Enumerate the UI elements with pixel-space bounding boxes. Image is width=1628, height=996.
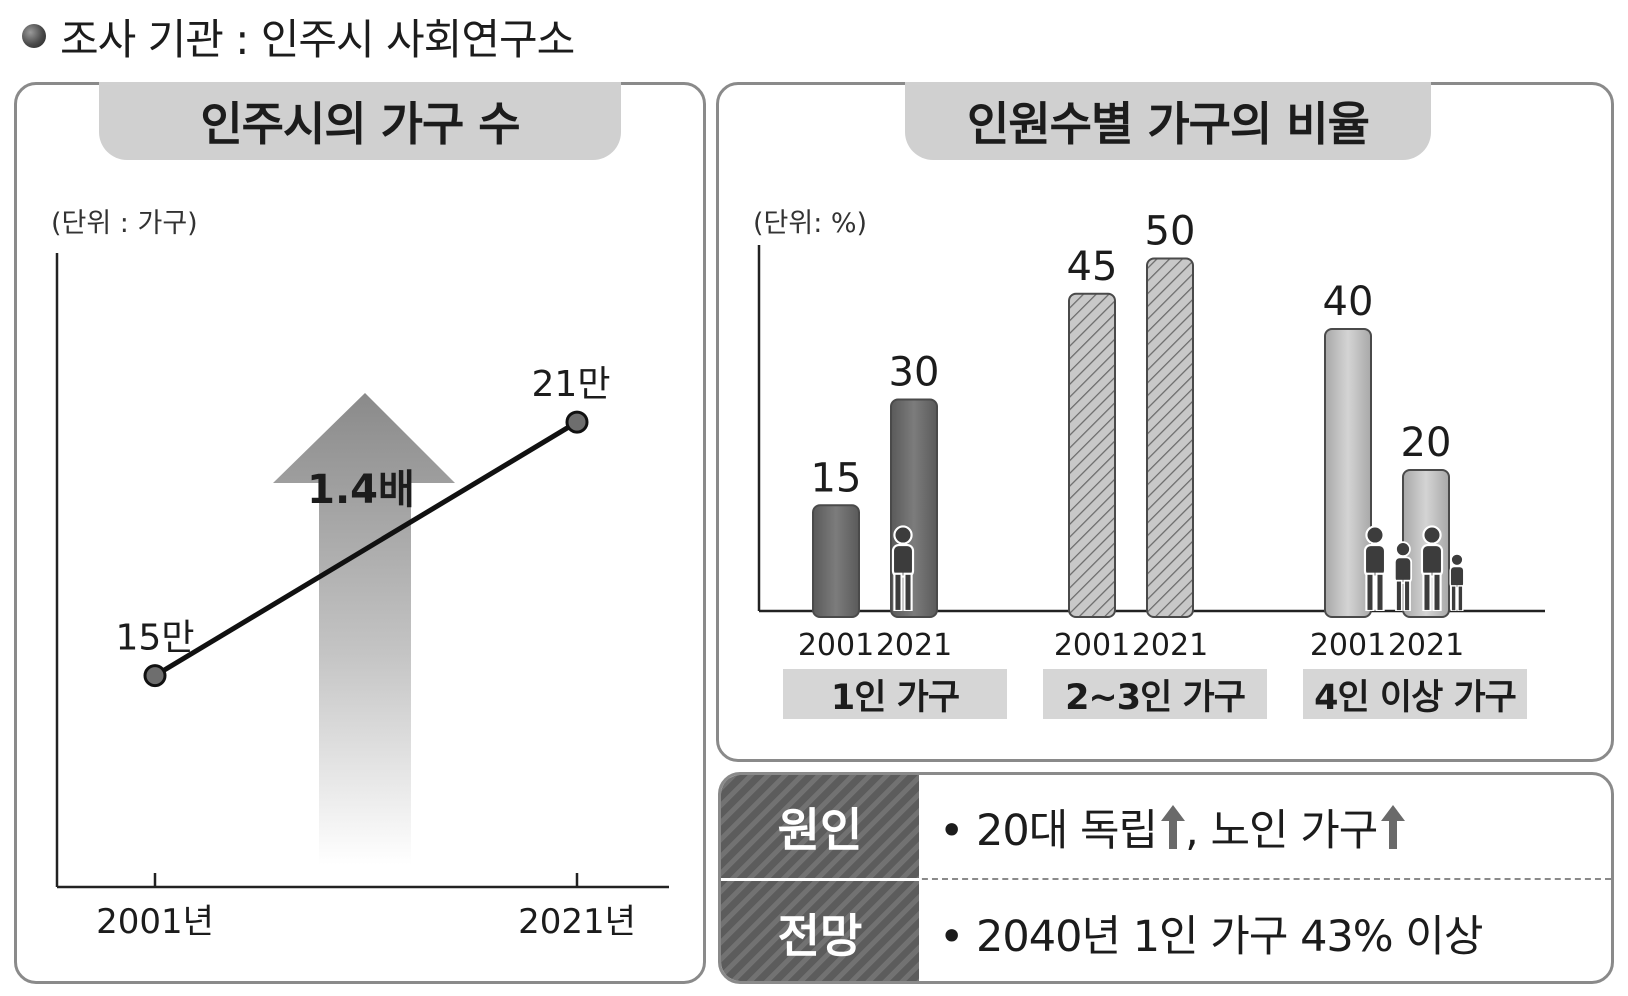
category-4plus: 4인 이상 가구 <box>1303 669 1527 719</box>
value-label-1-2021: 30 <box>889 350 940 396</box>
household-count-unit: (단위 : 가구) <box>51 208 198 239</box>
arrow-up-icon <box>1161 804 1186 849</box>
household-count-chart: 1.4배 15만 21만 2001년 2021년 <box>55 253 669 942</box>
year-label-3-2001: 2001 <box>1310 628 1386 663</box>
source-text: 조사 기관 : 인주시 사회연구소 <box>60 14 575 64</box>
category-1person: 1인 가구 <box>783 669 1007 719</box>
year-label-1-2021: 2021 <box>876 628 952 663</box>
bar-2-2021 <box>1146 257 1194 618</box>
value-label-3-2001: 40 <box>1323 279 1374 325</box>
data-point-2001 <box>143 664 167 688</box>
value-label-1-2001: 15 <box>811 455 862 501</box>
bar-1-2001 <box>812 504 860 618</box>
source-line: 조사 기관 : 인주시 사회연구소 <box>22 4 575 68</box>
series-line <box>153 419 579 678</box>
outlook-label: 전망 <box>721 878 919 981</box>
data-point-2021 <box>565 410 589 434</box>
bar-3-2001 <box>1324 328 1372 618</box>
data-label-2001: 15만 <box>116 618 195 659</box>
value-label-2-2001: 45 <box>1067 244 1118 290</box>
year-label-2-2001: 2001 <box>1054 628 1130 663</box>
category-2to3person: 2~3인 가구 <box>1043 669 1267 719</box>
growth-annotation: 1.4배 <box>307 467 415 513</box>
cause-text: • 20대 독립 , 노인 가구 <box>939 775 1406 878</box>
year-label-3-2021: 2021 <box>1388 628 1464 663</box>
info-box: 원인 전망 • 20대 독립 , 노인 가구 • 2040년 1인 가구 43%… <box>718 772 1614 984</box>
info-divider-label <box>721 878 919 881</box>
data-label-2021: 21만 <box>532 364 611 405</box>
info-divider <box>721 878 1611 880</box>
x-label-2001: 2001년 <box>96 902 214 942</box>
household-count-title: 인주시의 가구 수 <box>99 82 621 160</box>
x-label-2021: 2021년 <box>518 902 636 942</box>
household-ratio-panel: 인원수별 가구의 비율 (단위: %) <box>716 82 1614 762</box>
household-ratio-chart: 15 2001 30 2021 45 2001 50 2021 40 2001 20 2021 <box>757 209 1545 663</box>
cause-text-part1: • 20대 독립 <box>939 805 1158 856</box>
bullet-dot-icon <box>22 24 46 48</box>
year-label-1-2001: 2001 <box>798 628 874 663</box>
value-label-3-2021: 20 <box>1401 420 1452 466</box>
cause-text-part2: , 노인 가구 <box>1185 805 1378 856</box>
household-ratio-unit: (단위: %) <box>753 208 868 239</box>
year-label-2-2021: 2021 <box>1132 628 1208 663</box>
cause-label: 원인 <box>721 775 919 878</box>
growth-arrow-icon <box>273 393 455 865</box>
household-ratio-title: 인원수별 가구의 비율 <box>905 82 1431 160</box>
household-count-panel: 인주시의 가구 수 (단위 : 가구) 1.4배 15만 21만 2001년 2… <box>14 82 706 984</box>
outlook-text: • 2040년 1인 가구 43% 이상 <box>939 911 1483 962</box>
arrow-up-icon <box>1381 804 1406 849</box>
bar-2-2001 <box>1068 292 1116 618</box>
value-label-2-2021: 50 <box>1145 209 1196 255</box>
